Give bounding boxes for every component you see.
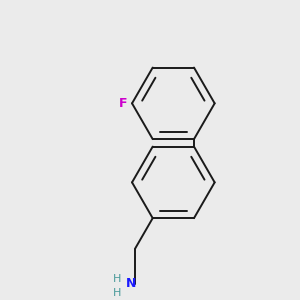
Text: F: F [119, 97, 128, 110]
Text: N: N [126, 277, 136, 290]
Text: H: H [112, 288, 121, 298]
Text: H: H [112, 274, 121, 284]
